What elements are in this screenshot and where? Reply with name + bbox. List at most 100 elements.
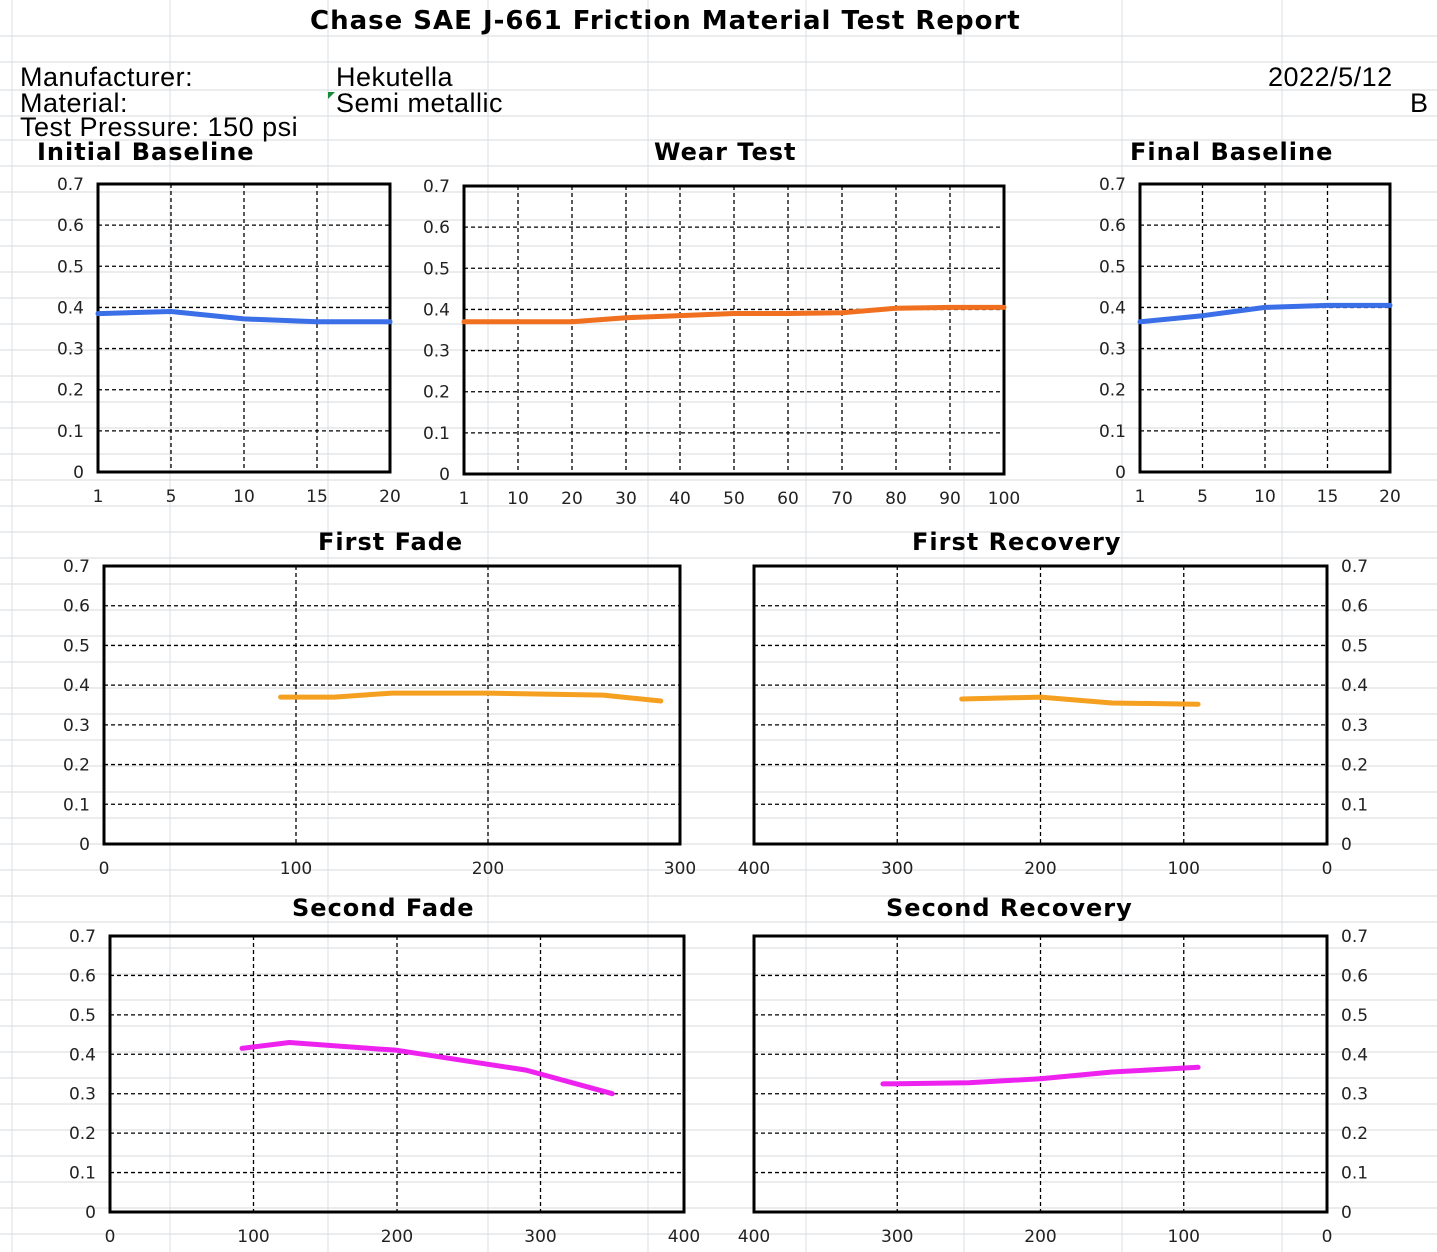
x-tick-label: 300	[881, 859, 913, 879]
plot-frame	[96, 182, 392, 474]
y-tick-label: 0.1	[57, 422, 84, 442]
y-tick-label: 0.5	[423, 259, 450, 279]
y-tick-label: 0.7	[1341, 927, 1368, 947]
x-tick-label: 100	[280, 859, 312, 879]
y-tick-label: 0.7	[57, 175, 84, 195]
x-tick-label: 300	[881, 1227, 913, 1247]
series-line	[1137, 302, 1393, 325]
x-tick-label: 20	[1379, 487, 1401, 507]
y-tick-label: 0.1	[63, 795, 90, 815]
first-fade-chart: 0 0.1 0.2 0.3 0.4 0.5 0.6 0.7 0 100 200 300	[63, 557, 696, 879]
y-tick-label: 0	[1341, 1203, 1352, 1223]
x-tick-label: 100	[237, 1227, 269, 1247]
y-tick-label: 0.7	[1341, 557, 1368, 577]
y-tick-label: 0.7	[423, 177, 450, 197]
y-tick-label: 0	[73, 463, 84, 483]
x-tick-label: 1	[459, 489, 470, 509]
x-tick-label: 10	[507, 489, 529, 509]
y-tick-label: 0.1	[1341, 795, 1368, 815]
x-tick-label: 1	[93, 487, 104, 507]
plot-frame	[462, 184, 1006, 476]
y-tick-label: 0.3	[423, 342, 450, 362]
material-label: Material:	[20, 88, 129, 118]
y-tick-label: 0.5	[1341, 636, 1368, 656]
x-tick-label: 400	[738, 859, 770, 879]
y-tick-label: 0.2	[57, 381, 84, 401]
x-tick-label: 20	[379, 487, 401, 507]
y-tick-label: 0.6	[423, 218, 450, 238]
y-tick-label: 0.5	[69, 1006, 96, 1026]
chart-title-initial-baseline: Initial Baseline	[37, 138, 255, 166]
x-tick-label: 200	[381, 1227, 413, 1247]
chart-title-first-recovery: First Recovery	[912, 528, 1122, 556]
x-tick-label: 10	[233, 487, 255, 507]
x-tick-label: 0	[105, 1227, 116, 1247]
material-value: Semi metallic	[336, 88, 504, 118]
chart-title-second-fade: Second Fade	[292, 894, 475, 922]
second-fade-chart: 0 0.1 0.2 0.3 0.4 0.5 0.6 0.7 0 100 200 300 400	[69, 927, 700, 1247]
x-tick-label: 100	[988, 489, 1020, 509]
chart-title-wear-test: Wear Test	[654, 138, 797, 166]
y-tick-label: 0.6	[1099, 216, 1126, 236]
x-tick-label: 5	[166, 487, 177, 507]
y-tick-label: 0.5	[63, 636, 90, 656]
y-tick-label: 0.2	[1099, 381, 1126, 401]
series-line	[95, 309, 393, 325]
y-tick-label: 0.6	[57, 216, 84, 236]
x-tick-label: 300	[664, 859, 696, 879]
y-tick-label: 0.2	[63, 756, 90, 776]
plot-frame	[1138, 182, 1392, 474]
test-pressure: Test Pressure: 150 psi	[20, 112, 299, 142]
x-tick-label: 70	[831, 489, 853, 509]
y-tick-label: 0.7	[63, 557, 90, 577]
y-tick-label: 0.6	[69, 966, 96, 986]
x-tick-label: 20	[561, 489, 583, 509]
first-recovery-chart: 0 0.1 0.2 0.3 0.4 0.5 0.6 0.7 400 300 200 100 0	[738, 557, 1368, 879]
y-tick-label: 0.4	[1341, 1045, 1368, 1065]
y-tick-label: 0.3	[1341, 716, 1368, 736]
plot-frame	[752, 564, 1329, 846]
x-tick-label: 60	[777, 489, 799, 509]
y-tick-label: 0.2	[69, 1124, 96, 1144]
x-tick-label: 400	[738, 1227, 770, 1247]
series-line	[278, 690, 664, 704]
x-tick-label: 80	[885, 489, 907, 509]
y-tick-label: 0.2	[423, 383, 450, 403]
series-line	[880, 1064, 1201, 1087]
chart-title-first-fade: First Fade	[318, 528, 464, 556]
x-tick-label: 200	[1024, 1227, 1056, 1247]
x-tick-label: 100	[1168, 859, 1200, 879]
x-tick-label: 40	[669, 489, 691, 509]
y-tick-label: 0.4	[1341, 676, 1368, 696]
y-tick-label: 0.5	[1341, 1006, 1368, 1026]
x-tick-label: 400	[668, 1227, 700, 1247]
material-grade: B	[1410, 88, 1429, 118]
y-tick-label: 0.1	[423, 424, 450, 444]
y-tick-label: 0.3	[63, 716, 90, 736]
y-tick-label: 0.4	[1099, 298, 1126, 318]
y-tick-label: 0.6	[1341, 966, 1368, 986]
series-line	[959, 694, 1201, 707]
y-tick-label: 0	[85, 1203, 96, 1223]
x-tick-label: 0	[1322, 859, 1333, 879]
initial-baseline-chart: 00.10.20.30.40.50.60.71 5 10 15 20	[57, 175, 401, 507]
y-tick-label: 0.3	[57, 340, 84, 360]
y-tick-label: 0.3	[69, 1085, 96, 1105]
cell-comment-marker	[328, 92, 335, 99]
y-tick-label: 0.4	[423, 300, 450, 320]
wear-test-chart: 0 0.1 0.2 0.3 0.4 0.5 0.6 0.7 1 10 20 30 40 50 60 70 80 9…	[423, 177, 1020, 509]
y-tick-label: 0	[439, 465, 450, 485]
y-tick-label: 0.4	[69, 1045, 96, 1065]
plot-frame	[102, 564, 682, 846]
x-tick-label: 15	[306, 487, 328, 507]
y-tick-label: 0.5	[57, 257, 84, 277]
plot-frame	[752, 934, 1329, 1214]
y-tick-label: 0.2	[1341, 756, 1368, 776]
y-tick-label: 0	[79, 835, 90, 855]
y-tick-label: 0.1	[69, 1164, 96, 1184]
series-line	[461, 304, 1007, 325]
y-tick-label: 0.4	[63, 676, 90, 696]
y-tick-label: 0.7	[69, 927, 96, 947]
y-tick-label: 0.2	[1341, 1124, 1368, 1144]
x-tick-label: 0	[99, 859, 110, 879]
